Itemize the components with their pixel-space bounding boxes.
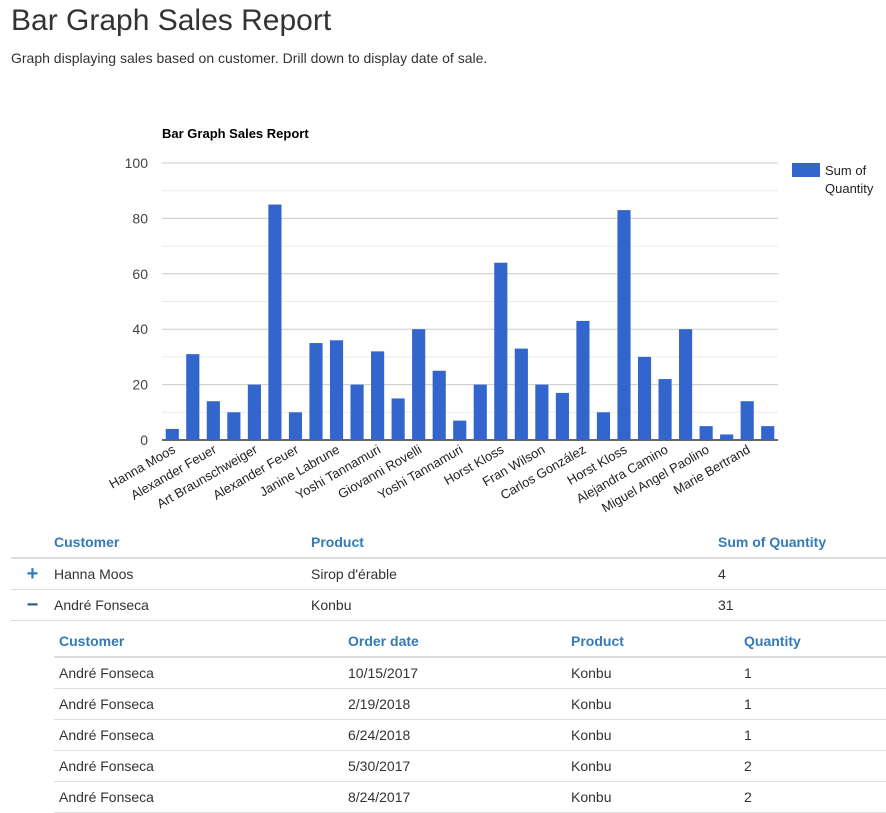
detail-row: André Fonseca 10/15/2017 Konbu 1 [54, 657, 886, 689]
cell-product: Konbu [571, 750, 744, 782]
cell-order-date: 5/30/2017 [348, 750, 571, 782]
col-order-date[interactable]: Order date [348, 626, 571, 658]
collapse-icon[interactable]: − [11, 589, 54, 621]
bar[interactable] [329, 340, 344, 440]
cell-customer: André Fonseca [54, 719, 348, 751]
cell-order-date: 2/19/2018 [348, 688, 571, 720]
table-row: + Hanna Moos Sirop d'érable 4 [11, 558, 886, 590]
bar[interactable] [679, 329, 693, 440]
cell-order-date: 10/15/2017 [348, 657, 571, 689]
col-product[interactable]: Product [311, 527, 718, 559]
col-quantity[interactable]: Quantity [744, 626, 886, 658]
bar[interactable] [412, 329, 426, 440]
cell-product: Konbu [571, 719, 744, 751]
bar[interactable] [371, 351, 385, 440]
bar[interactable] [637, 356, 652, 440]
bar[interactable] [350, 384, 364, 440]
cell-product: Konbu [571, 657, 744, 689]
bar[interactable] [740, 401, 754, 440]
bar[interactable] [720, 434, 734, 440]
bar[interactable] [494, 262, 508, 440]
bar[interactable] [617, 210, 631, 440]
page-subtitle: Graph displaying sales based on customer… [11, 50, 488, 66]
detail-row: André Fonseca 2/19/2018 Konbu 1 [54, 688, 886, 720]
col-product[interactable]: Product [571, 626, 744, 658]
detail-row: André Fonseca 5/30/2017 Konbu 2 [54, 750, 886, 782]
detail-row: André Fonseca 6/24/2018 Konbu 1 [54, 719, 886, 751]
expand-icon[interactable]: + [11, 558, 54, 590]
bar[interactable] [576, 320, 590, 440]
cell-quantity: 1 [744, 719, 886, 751]
bar[interactable] [555, 392, 569, 440]
bar[interactable] [391, 398, 405, 440]
cell-product: Konbu [571, 688, 744, 720]
y-tick-label: 40 [132, 321, 148, 337]
bar[interactable] [699, 426, 713, 440]
bar[interactable] [658, 379, 672, 440]
bar[interactable] [227, 412, 241, 440]
y-tick-label: 20 [132, 377, 148, 393]
cell-qty: 31 [718, 589, 886, 621]
cell-customer: André Fonseca [54, 589, 311, 621]
bar[interactable] [165, 428, 179, 440]
bar[interactable] [309, 343, 323, 440]
page-title: Bar Graph Sales Report [11, 4, 332, 37]
y-tick-label: 60 [132, 266, 148, 282]
cell-quantity: 2 [744, 750, 886, 782]
col-sum-quantity[interactable]: Sum of Quantity [718, 527, 886, 559]
detail-table: Customer Order date Product Quantity And… [54, 626, 886, 813]
col-customer[interactable]: Customer [54, 527, 311, 559]
chart-title: Bar Graph Sales Report [162, 126, 309, 141]
cell-quantity: 1 [744, 657, 886, 689]
legend-swatch [792, 163, 820, 177]
cell-customer: André Fonseca [54, 750, 348, 782]
bar[interactable] [761, 426, 775, 440]
bar[interactable] [247, 384, 261, 440]
cell-product: Konbu [311, 589, 718, 621]
col-customer[interactable]: Customer [54, 626, 348, 658]
legend-label[interactable]: Sum of [825, 163, 867, 178]
bar-chart: Bar Graph Sales Report 020406080100Hanna… [106, 126, 874, 515]
cell-product: Sirop d'érable [311, 558, 718, 590]
bar[interactable] [268, 204, 282, 440]
bar[interactable] [288, 412, 303, 440]
bar[interactable] [596, 412, 611, 440]
summary-table: Customer Product Sum of Quantity + Hanna… [11, 527, 886, 621]
y-tick-label: 100 [125, 155, 149, 171]
legend-label-2[interactable]: Quantity [825, 181, 874, 196]
bar[interactable] [453, 420, 467, 440]
bar[interactable] [206, 401, 220, 440]
cell-order-date: 6/24/2018 [348, 719, 571, 751]
bar[interactable] [535, 384, 549, 440]
cell-customer: Hanna Moos [54, 558, 311, 590]
y-tick-label: 80 [132, 210, 148, 226]
cell-customer: André Fonseca [54, 657, 348, 689]
y-tick-label: 0 [140, 432, 148, 448]
summary-header-row: Customer Product Sum of Quantity [11, 527, 886, 559]
cell-quantity: 1 [744, 688, 886, 720]
bar[interactable] [473, 384, 487, 440]
bar[interactable] [514, 348, 528, 440]
table-row: − André Fonseca Konbu 31 [11, 589, 886, 621]
bar[interactable] [186, 354, 200, 440]
cell-qty: 4 [718, 558, 886, 590]
bar[interactable] [432, 370, 446, 440]
cell-customer: André Fonseca [54, 688, 348, 720]
detail-header-row: Customer Order date Product Quantity [54, 626, 886, 658]
